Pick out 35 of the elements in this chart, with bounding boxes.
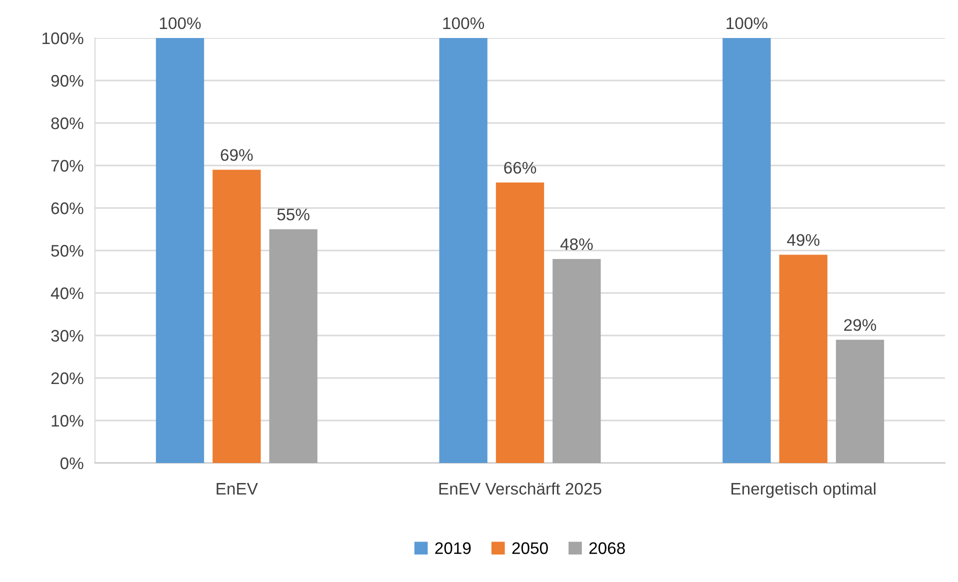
data-label: 100% [160, 17, 201, 30]
x-tick-label: EnEV Verschärft 2025 [439, 482, 602, 495]
y-tick-label: 80% [51, 117, 84, 130]
bar [836, 340, 884, 463]
bar [496, 182, 544, 463]
bar [269, 229, 318, 463]
x-tick-label: EnEV [216, 483, 258, 495]
data-label: 66% [504, 162, 536, 174]
y-tick-label: 70% [51, 160, 84, 172]
data-label: 49% [787, 234, 820, 246]
y-tick-label: 30% [51, 330, 84, 342]
y-tick-label: 40% [50, 287, 84, 300]
y-tick-label: 100% [42, 32, 84, 44]
bar [156, 38, 204, 463]
data-label: 48% [560, 238, 593, 250]
data-label: 100% [726, 17, 768, 30]
legend-label: 2068 [589, 542, 625, 554]
data-label: 55% [277, 208, 310, 220]
y-tick-label: 0% [60, 457, 84, 470]
legend-label: 2019 [435, 542, 471, 554]
y-tick-label: 10% [52, 414, 84, 427]
y-tick-label: 20% [51, 372, 84, 384]
bar [439, 38, 488, 463]
legend-label: 2050 [512, 542, 548, 554]
bar [552, 259, 601, 463]
data-label: 69% [220, 149, 253, 161]
bar [779, 254, 828, 463]
y-tick-label: 50% [51, 244, 84, 257]
data-label: 100% [443, 17, 484, 30]
data-label: 29% [844, 319, 876, 331]
x-tick-label: Energetisch optimal [732, 482, 876, 498]
bar [212, 170, 261, 463]
y-tick-label: 60% [51, 202, 84, 214]
y-tick-label: 90% [51, 74, 84, 87]
bar [722, 38, 771, 463]
